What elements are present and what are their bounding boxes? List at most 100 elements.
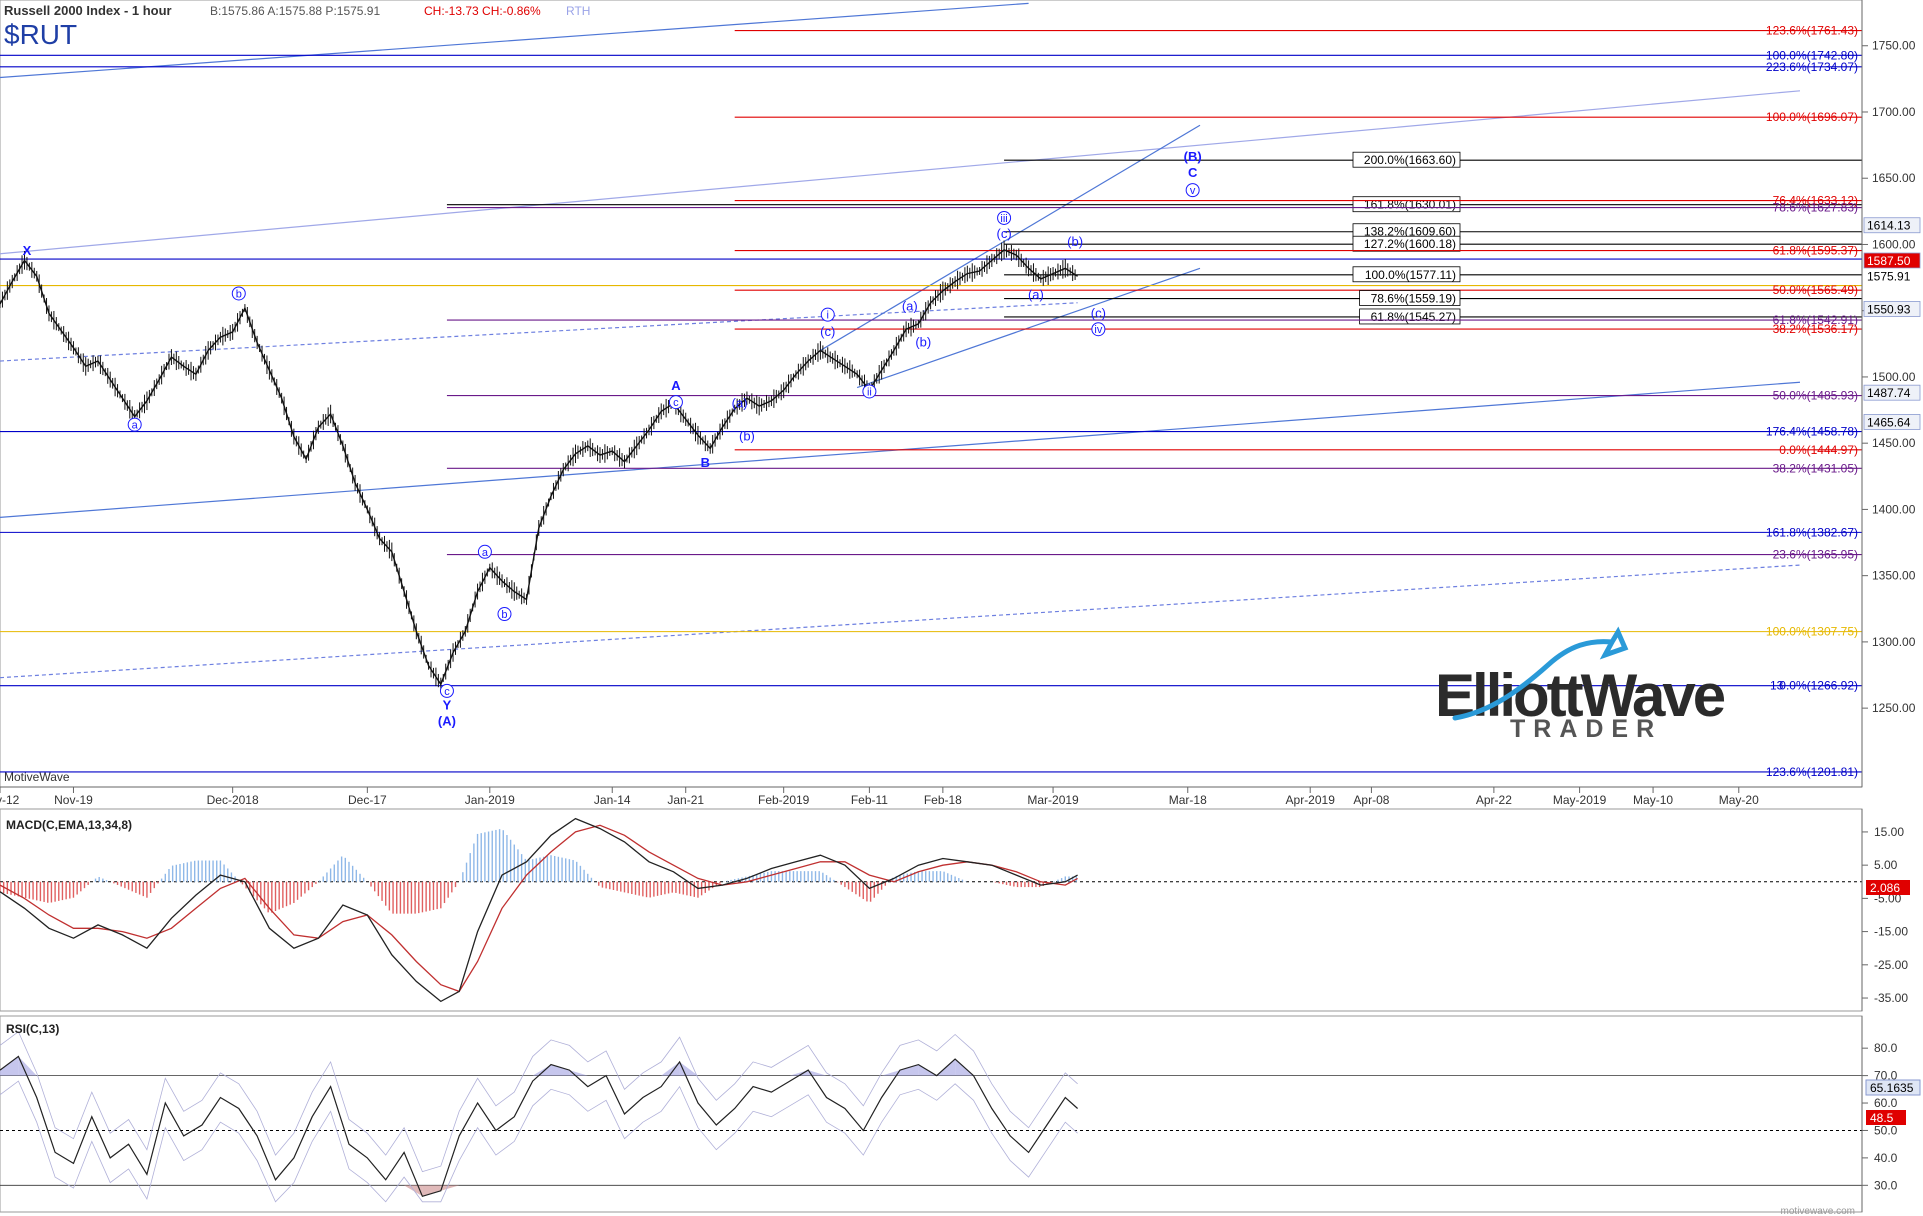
rsi-zone-fill: [661, 1061, 680, 1076]
price-tag: 1614.13: [1867, 219, 1911, 233]
price-tag-bg: [1863, 252, 1921, 269]
fib-level-label: 138.2%(1609.60): [1364, 225, 1456, 239]
rsi-value-tag: 65.1635: [1865, 1079, 1921, 1096]
wave-label: a: [132, 420, 139, 432]
wave-label: (a): [1028, 287, 1044, 302]
fib-level-label: 61.8%(1542.91): [1773, 313, 1858, 327]
x-tick-label: Apr-22: [1476, 793, 1512, 807]
price-tag: 1587.50: [1867, 254, 1911, 268]
macd-value-tag-bg: [1866, 880, 1910, 895]
x-tick-label: May-20: [1719, 793, 1759, 807]
macd-y-tick-label: -35.00: [1874, 991, 1908, 1005]
wave-label: (a): [902, 299, 918, 314]
x-tick-label: May-2019: [1553, 793, 1607, 807]
stray-label: 13: [1770, 679, 1784, 693]
wave-label-circle: [997, 210, 1012, 225]
macd-y-tick-label: 5.00: [1874, 858, 1898, 872]
x-tick-label: Nov-12: [0, 793, 20, 807]
fib-level-label: 38.2%(1536.17): [1773, 322, 1858, 336]
fib-level-label: 100.0%(1742.80): [1766, 48, 1858, 62]
wave-label: c: [673, 397, 679, 409]
wave-label-circle: [668, 395, 683, 410]
x-tick-label: May-10: [1633, 793, 1673, 807]
wave-label: (c): [1091, 305, 1106, 320]
fib-level-label: 123.6%(1201.81): [1766, 765, 1858, 779]
fib-level-label: 100.0%(1696.07): [1766, 110, 1858, 124]
logo-wave-swoosh-icon: [1452, 626, 1629, 721]
wave-label-circle: [497, 607, 512, 622]
rsi-level-tag-bg: [1866, 1110, 1906, 1125]
rsi-zone-fill: [440, 1185, 460, 1191]
rsi-value-text: 65.1635: [1870, 1081, 1914, 1095]
elliottwave-trader-logo: ElliottWave TRADER: [1435, 626, 1728, 743]
time-x-axis[interactable]: Nov-12 Nov-19 Dec-2018 Dec-17 Jan-2019 Jan-14…: [0, 786, 1862, 807]
trendline: [0, 302, 1078, 362]
motivewave-watermark: MotiveWave: [4, 770, 70, 784]
fib-levels: 123.6%(1761.43) 100.0%(1742.80)223.6%(173…: [0, 24, 1862, 779]
wave-label: ii: [867, 386, 872, 398]
rsi-zone-fill: [808, 1070, 827, 1076]
price-y-tick-label: 1350.00: [1872, 569, 1916, 583]
fib-level-label: 78.6%(1559.19): [1371, 292, 1456, 306]
x-tick-label: Feb-2019: [758, 793, 810, 807]
wave-label: (B): [1184, 149, 1202, 164]
x-tick-label: Feb-11: [851, 793, 888, 807]
trendline: [0, 2, 1029, 79]
rsi-lines: [0, 1031, 1078, 1203]
fib-level-label-box: [1352, 151, 1461, 168]
wave-label: A: [671, 378, 681, 393]
quote-readout: B:1575.86 A:1575.88 P:1575.91: [210, 4, 380, 18]
price-tag-bg: [1863, 217, 1921, 234]
x-tick-label: Dec-17: [348, 793, 387, 807]
macd-lines: [0, 817, 1078, 1003]
fib-level-label: 200.0%(1663.60): [1364, 153, 1456, 167]
rsi-zone-fill: [404, 1185, 423, 1197]
chart-title: Russell 2000 Index - 1 hour: [4, 3, 172, 18]
x-tick-label: Mar-2019: [1027, 793, 1079, 807]
trendline: [856, 267, 1201, 389]
rsi-y-tick-label: 50.0: [1874, 1123, 1898, 1137]
wave-label-circle: [231, 286, 246, 301]
price-y-tick-label: 1450.00: [1872, 436, 1916, 450]
rsi-zone-fill: [0, 1056, 19, 1076]
rsi-y-tick-label: 80.0: [1874, 1041, 1898, 1055]
wave-label: C: [1188, 165, 1198, 180]
fib-level-label: 100.0%(1577.11): [1365, 268, 1456, 282]
wave-label: X: [23, 243, 32, 258]
wave-label: Y: [443, 697, 452, 712]
x-tick-label: Apr-08: [1353, 793, 1389, 807]
trendline: [0, 90, 1801, 255]
wave-label-circle: [439, 683, 454, 698]
wave-label: v: [1190, 185, 1196, 197]
rsi-zone-fill: [881, 1070, 900, 1076]
rsi-level-text: 48.5: [1870, 1111, 1894, 1125]
fib-level-label-box: [1352, 235, 1461, 252]
fib-level-label: 50.0%(1485.93): [1773, 389, 1858, 403]
trendline: [820, 124, 1201, 351]
wave-label: b: [236, 288, 242, 300]
fib-level-label: 78.6%(1627.83): [1773, 201, 1858, 215]
x-tick-label: Dec-2018: [207, 793, 259, 807]
wave-label-circle: [477, 544, 492, 559]
symbol-label: $RUT: [4, 19, 77, 50]
wave-label: (a): [732, 395, 748, 410]
logo-elliottwave-text: ElliottWave: [1435, 662, 1725, 729]
fib-level-label: 123.6%(1761.43): [1766, 24, 1858, 38]
wave-label: (b): [1067, 234, 1083, 249]
macd-y-tick-label: -25.00: [1874, 958, 1908, 972]
rsi-lower-band: [0, 1080, 1078, 1203]
fib-level-label: 100.0%(1307.75): [1766, 625, 1858, 639]
price-tag-bg: [1863, 301, 1921, 317]
price-tag-bg: [1863, 384, 1921, 401]
wave-label: b: [501, 609, 507, 621]
footer-url: motivewave.com: [1781, 1206, 1855, 1216]
price-y-tick-label: 1600.00: [1872, 237, 1916, 251]
wave-label: (A): [438, 713, 456, 728]
rsi-y-axis[interactable]: 30.0 40.0 50.0 60.0 70.0 80.0: [1861, 1016, 1898, 1212]
macd-value-tag: 2.086: [1866, 880, 1910, 895]
fib-level-label: 0.0%(1444.97): [1779, 443, 1858, 457]
